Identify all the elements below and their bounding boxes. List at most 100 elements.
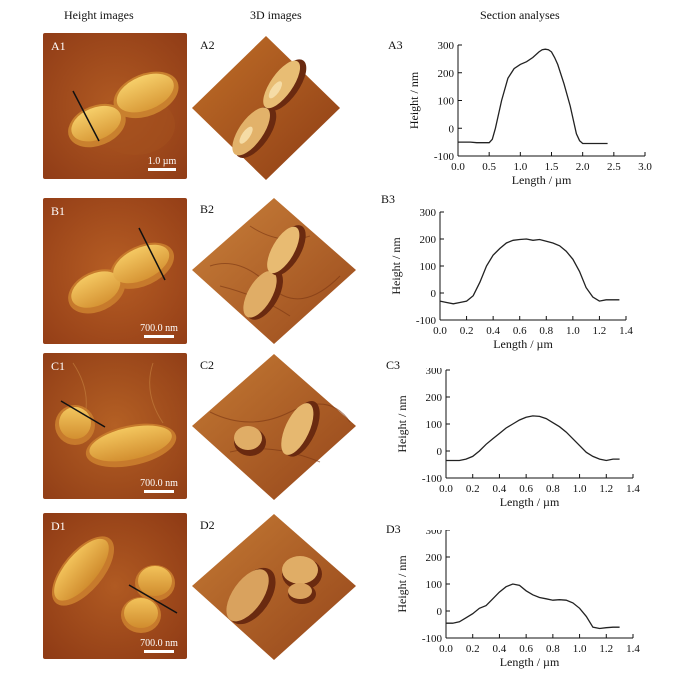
y-tick-label: 200 — [420, 234, 437, 246]
x-tick-label: 0.0 — [451, 161, 465, 173]
y-tick-label: -100 — [422, 633, 443, 645]
x-tick-label: 0.6 — [513, 325, 527, 337]
section-analyses-header: Section analyses — [480, 8, 560, 22]
scale-line-b1 — [144, 335, 174, 338]
height-map-b1 — [43, 198, 187, 344]
x-tick-label: 1.0 — [573, 483, 587, 495]
y-tick-label: 0 — [431, 288, 437, 300]
3d-render-b2 — [192, 198, 356, 344]
x-tick-label: 1.0 — [566, 325, 580, 337]
y-tick-label: 100 — [426, 579, 443, 591]
x-tick-label: 1.0 — [513, 161, 527, 173]
y-tick-label: -100 — [422, 473, 443, 485]
x-tick-label: 0.0 — [439, 483, 453, 495]
panel-label-b2: B2 — [200, 202, 215, 216]
y-tick-label: 100 — [426, 419, 443, 431]
scale-bar-b1: 700.0 nm — [134, 323, 184, 338]
height-image-a1: A1 1.0 µm — [43, 33, 187, 179]
y-tick-label: -100 — [416, 315, 437, 327]
y-tick-label: 0 — [437, 606, 443, 618]
x-tick-label: 0.2 — [460, 325, 474, 337]
y-tick-label: 100 — [438, 96, 455, 108]
y-tick-label: 200 — [438, 68, 455, 80]
x-tick-label: 0.0 — [433, 325, 447, 337]
height-map-d1 — [43, 513, 187, 659]
x-tick-label: 1.2 — [593, 325, 607, 337]
x-tick-label: 1.5 — [545, 161, 559, 173]
scale-text-c1: 700.0 nm — [140, 478, 178, 489]
height-profile-line — [446, 415, 620, 462]
y-tick-label: -100 — [434, 151, 455, 163]
y-axis-title: Height / nm — [389, 237, 403, 295]
x-tick-label: 0.2 — [466, 643, 480, 655]
y-tick-label: 300 — [420, 207, 437, 219]
x-tick-label: 0.6 — [519, 483, 533, 495]
scale-line-a1 — [148, 168, 176, 171]
panel-label-d3: D3 — [386, 522, 401, 536]
panel-label-c3: C3 — [386, 358, 401, 372]
x-tick-label: 1.4 — [626, 483, 640, 495]
panel-label-b3: B3 — [381, 192, 396, 206]
section-chart-d3: -100 0 100 200 300 0.0 0.2 0.4 0.6 0.8 1.0 1.2 1.4 Le… — [395, 530, 640, 669]
3d-image-a2: A2 — [190, 32, 342, 182]
y-tick-label: 100 — [420, 261, 437, 273]
height-map-c1 — [43, 353, 187, 499]
y-axis-title: Height / nm — [407, 71, 421, 129]
x-tick-label: 0.4 — [493, 643, 507, 655]
section-chart-c3: -100 0 100 200 300 0.0 0.2 0.4 0.6 0.8 1.0 1.2 1.4 Le… — [395, 368, 640, 509]
panel-label-a1: A1 — [51, 39, 66, 53]
y-axis-title: Height / nm — [395, 395, 409, 453]
3d-images-header: 3D images — [250, 8, 302, 22]
x-tick-label: 2.0 — [576, 161, 590, 173]
x-tick-label: 0.0 — [439, 643, 453, 655]
panel-label-b1: B1 — [51, 204, 66, 218]
y-tick-label: 0 — [449, 123, 455, 135]
y-axis-title: Height / nm — [395, 555, 409, 613]
x-tick-label: 0.5 — [482, 161, 496, 173]
x-axis-title: Length / µm — [512, 173, 572, 187]
x-tick-label: 1.4 — [619, 325, 633, 337]
x-tick-label: 0.8 — [546, 643, 560, 655]
height-profile-line — [446, 583, 620, 630]
x-tick-label: 2.5 — [607, 161, 621, 173]
x-axis-title: Length / µm — [500, 655, 560, 669]
height-map-a1 — [43, 33, 187, 179]
3d-image-d2: D2 — [190, 512, 358, 662]
panel-label-a2: A2 — [200, 38, 215, 52]
3d-render-c2 — [192, 354, 356, 500]
panel-label-c2: C2 — [200, 358, 215, 372]
x-axis-title: Length / µm — [500, 495, 560, 509]
x-tick-label: 0.6 — [519, 643, 533, 655]
x-tick-label: 0.4 — [493, 483, 507, 495]
y-tick-label: 300 — [438, 40, 455, 52]
height-image-d1: D1 700.0 nm — [43, 513, 187, 659]
scale-line-d1 — [144, 650, 174, 653]
x-tick-label: 0.2 — [466, 483, 480, 495]
y-tick-label: 200 — [426, 392, 443, 404]
scale-text-b1: 700.0 nm — [140, 323, 178, 334]
y-tick-label: 200 — [426, 552, 443, 564]
height-images-header: Height images — [64, 8, 134, 22]
3d-render-d2 — [192, 514, 356, 660]
height-image-b1: B1 700.0 nm — [43, 198, 187, 344]
y-tick-label: 300 — [426, 530, 443, 537]
x-axis-title: Length / µm — [493, 337, 553, 351]
scale-text-d1: 700.0 nm — [140, 638, 178, 649]
height-profile-line — [439, 238, 620, 305]
scale-bar-d1: 700.0 nm — [134, 638, 184, 653]
x-tick-label: 1.2 — [599, 643, 613, 655]
y-tick-label: 300 — [426, 368, 443, 377]
x-tick-label: 1.0 — [573, 643, 587, 655]
height-profile-line — [458, 48, 608, 145]
3d-render-a2 — [192, 36, 340, 180]
x-tick-label: 0.8 — [539, 325, 553, 337]
scale-text-a1: 1.0 µm — [147, 156, 177, 167]
panel-label-a3: A3 — [388, 38, 403, 52]
section-chart-a3: -100 0 100 200 300 0.0 0.5 1.0 1.5 2.0 2.5 3.0 Lengt… — [407, 40, 652, 187]
x-tick-label: 0.8 — [546, 483, 560, 495]
height-image-c1: C1 700.0 nm — [43, 353, 187, 499]
y-tick-label: 0 — [437, 446, 443, 458]
scale-line-c1 — [144, 490, 174, 493]
panel-label-d1: D1 — [51, 519, 66, 533]
3d-image-c2: C2 — [190, 352, 358, 502]
